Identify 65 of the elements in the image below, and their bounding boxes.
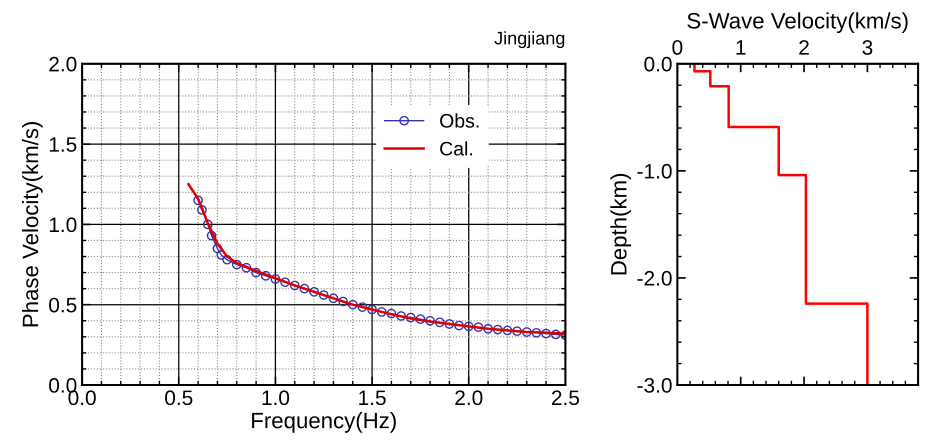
point [406, 312, 416, 322]
point [197, 205, 207, 215]
point [193, 195, 203, 206]
x-tick-label: 1 [736, 40, 746, 55]
point [444, 319, 454, 329]
y-tick-label: 2.0 [49, 56, 76, 72]
point [318, 290, 329, 300]
point [206, 230, 216, 241]
x-axis-title: Frequency(Hz) [252, 412, 396, 433]
point [416, 314, 426, 324]
legend-label: Obs. [440, 113, 478, 128]
point [376, 307, 387, 317]
x-tick-label: 0 [672, 40, 682, 55]
y-tick-label: -1.0 [638, 164, 672, 179]
point [386, 308, 396, 318]
point [483, 324, 493, 334]
point [290, 280, 300, 290]
line-series [693, 64, 869, 385]
x-tick-label: 1.0 [262, 390, 290, 406]
x-tick-label: 0.5 [165, 390, 192, 406]
x-tick-label: 3 [862, 40, 872, 55]
point [260, 270, 271, 281]
point [232, 260, 242, 270]
point [474, 322, 484, 332]
point [425, 316, 435, 326]
y-axis-title: Depth(km) [610, 174, 632, 274]
point [358, 302, 368, 312]
point [270, 274, 280, 284]
x-tick-label: 2.0 [455, 390, 482, 406]
point [550, 330, 561, 340]
point [502, 326, 512, 336]
point [300, 284, 310, 294]
point [434, 318, 445, 328]
point [338, 296, 348, 306]
point [454, 320, 464, 330]
y-axis-title: Phase Velocity(km/s) [22, 122, 43, 326]
legend-label: Cal. [440, 141, 472, 156]
point [251, 268, 261, 278]
y-tick-label: 0.0 [644, 56, 672, 72]
point [492, 324, 503, 334]
point [242, 262, 252, 273]
point [280, 277, 290, 288]
y-tick-label: 1.5 [50, 137, 76, 152]
point [522, 327, 532, 337]
x-axis-title: S-Wave Velocity(km/s) [687, 12, 908, 34]
point [396, 311, 406, 321]
point [328, 293, 338, 304]
chart-title: Jingjiang [494, 31, 564, 48]
x-tick-label: 2.5 [552, 390, 580, 406]
point [464, 322, 474, 332]
y-tick-label: -2.0 [638, 270, 672, 286]
point [532, 328, 542, 338]
y-tick-label: 1.0 [50, 217, 76, 232]
y-tick-label: 0.5 [49, 298, 76, 312]
x-tick-label: 2 [799, 40, 809, 55]
point [309, 286, 319, 297]
point [212, 244, 222, 254]
y-tick-label: -3.0 [638, 378, 672, 393]
point [512, 326, 522, 336]
point [541, 328, 551, 338]
point [222, 254, 232, 265]
x-tick-label: 1.5 [359, 390, 386, 406]
point [367, 304, 377, 314]
point [348, 300, 358, 310]
point [202, 220, 213, 230]
